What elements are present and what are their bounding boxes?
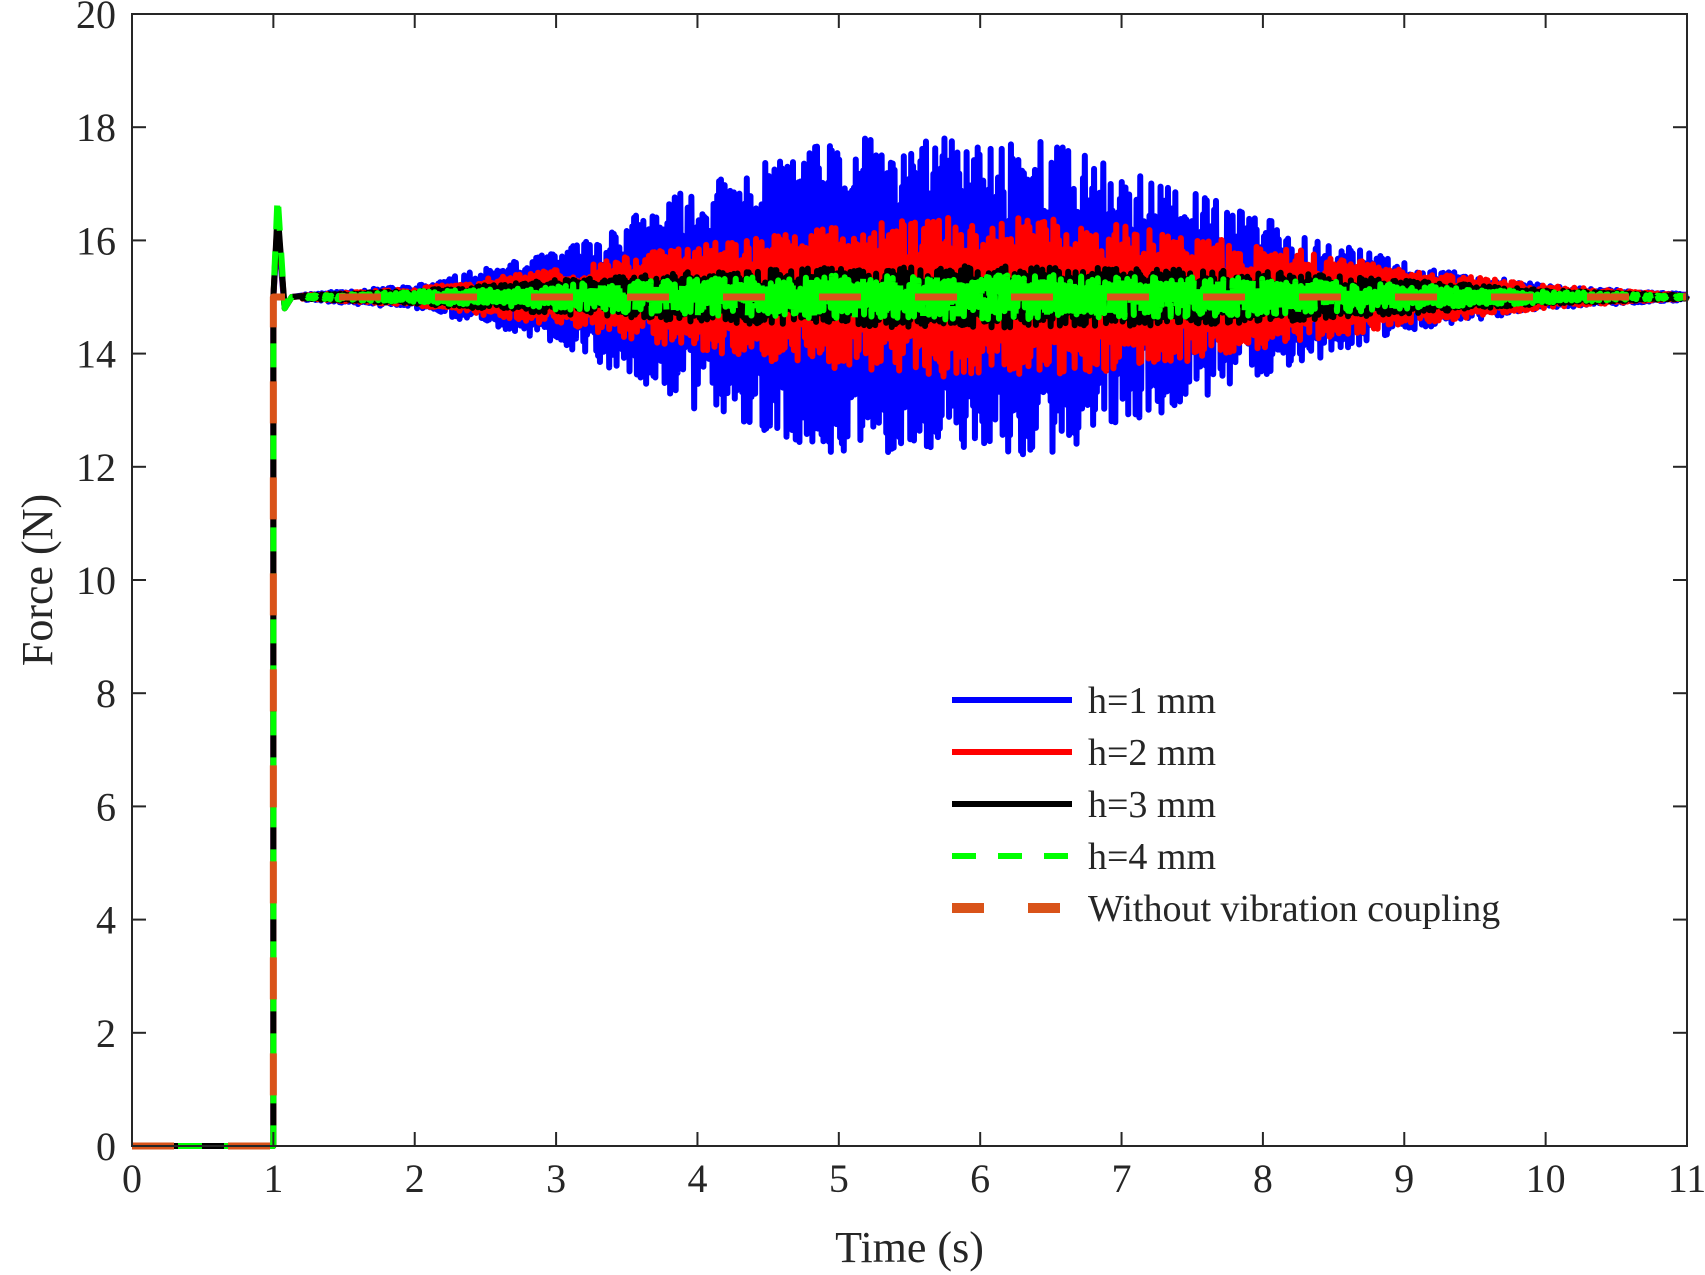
- x-tick-label: 6: [970, 1156, 990, 1201]
- axis-ticks: [131, 13, 1688, 1147]
- y-tick-label: 20: [76, 0, 116, 37]
- x-tick-label: 10: [1526, 1156, 1566, 1201]
- legend: h=1 mm h=2 mm h=3 mm h=4 mm Without vibratio…: [952, 680, 1500, 930]
- legend-label-3: h=3 mm: [1088, 784, 1216, 826]
- series-line-4: [132, 192, 1690, 1149]
- x-tick-label: 11: [1668, 1156, 1705, 1201]
- plot-lines: [132, 135, 1690, 1150]
- x-tick-label: 8: [1253, 1156, 1273, 1201]
- y-axis-title: Force (N): [13, 494, 62, 666]
- y-tick-label: 14: [76, 332, 116, 377]
- y-tick-label: 10: [76, 558, 116, 603]
- y-tick-label: 0: [96, 1124, 116, 1169]
- x-tick-label: 1: [263, 1156, 283, 1201]
- x-tick-label: 4: [687, 1156, 707, 1201]
- y-tick-label: 18: [76, 105, 116, 150]
- x-tick-label: 9: [1394, 1156, 1414, 1201]
- x-tick-label: 2: [405, 1156, 425, 1201]
- x-tick-label: 7: [1112, 1156, 1132, 1201]
- y-tick-label: 2: [96, 1011, 116, 1056]
- x-tick-label: 0: [122, 1156, 142, 1201]
- legend-label-5: Without vibration coupling: [1088, 888, 1500, 930]
- y-tick-label: 6: [96, 784, 116, 829]
- y-tick-label: 16: [76, 218, 116, 263]
- x-tick-label: 3: [546, 1156, 566, 1201]
- y-tick-label: 8: [96, 671, 116, 716]
- legend-label-2: h=2 mm: [1088, 732, 1216, 774]
- legend-label-4: h=4 mm: [1088, 836, 1216, 878]
- y-tick-label: 12: [76, 445, 116, 490]
- y-tick-label: 4: [96, 898, 116, 943]
- x-tick-label: 5: [829, 1156, 849, 1201]
- x-axis-title: Time (s): [835, 1223, 984, 1272]
- legend-label-1: h=1 mm: [1088, 680, 1216, 722]
